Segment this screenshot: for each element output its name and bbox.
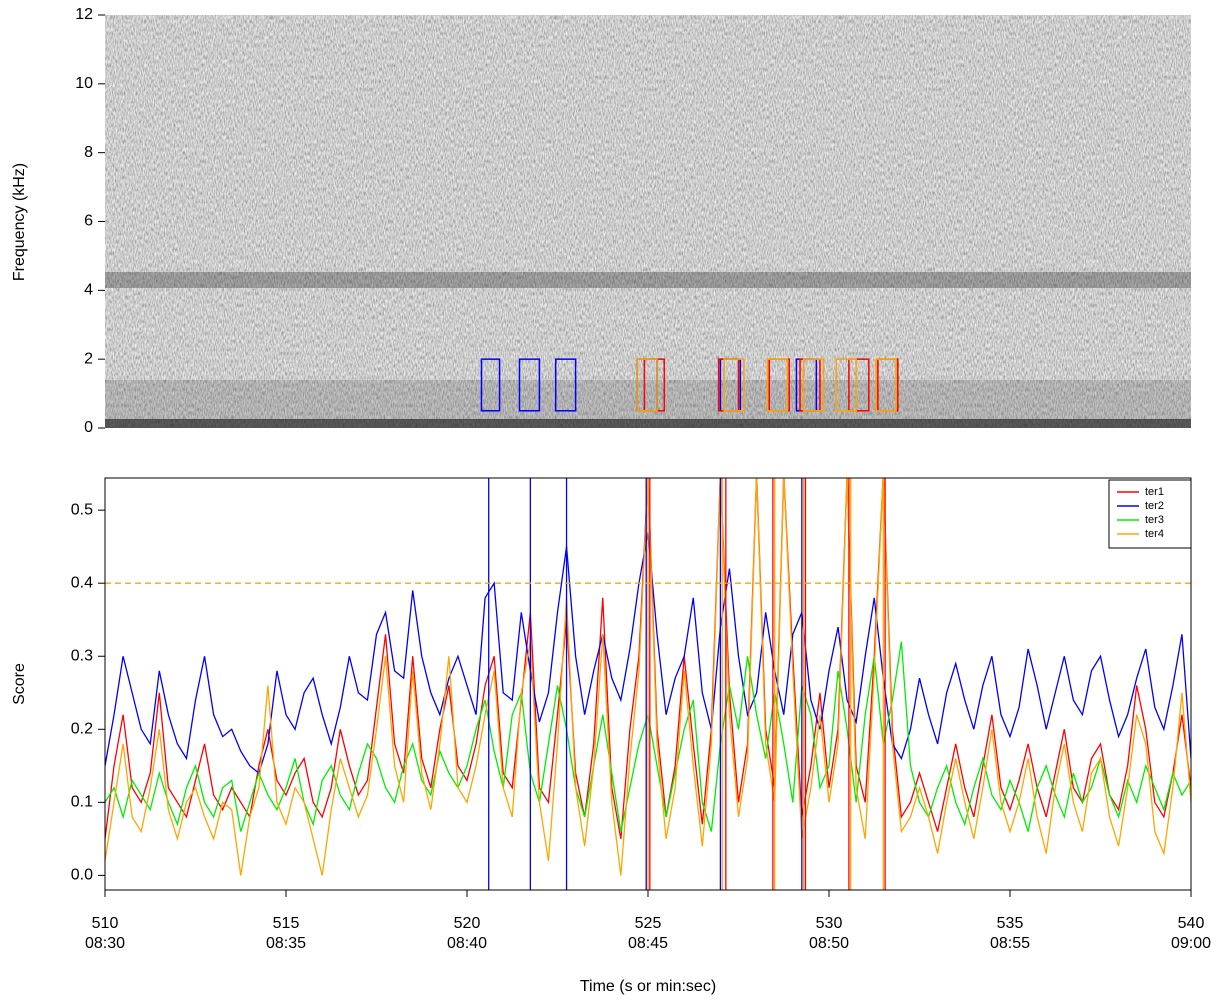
legend-label: ter1 <box>1145 486 1164 498</box>
boxes <box>480 358 899 412</box>
detection-box <box>766 358 789 412</box>
legend: ter1 ter2 ter3 ter4 <box>1108 479 1192 549</box>
x-tick-label: 530 <box>816 915 843 932</box>
detection-box <box>835 358 857 412</box>
y-tick-label: 0.0 <box>71 867 93 884</box>
detection-box <box>875 358 897 412</box>
y-tick-label: 12 <box>75 6 93 23</box>
x-tick-label: 515 <box>273 915 300 932</box>
detection-box <box>802 358 825 412</box>
legend-label: ter4 <box>1145 528 1164 540</box>
y-axis-label: Score <box>11 663 28 705</box>
legend-label: ter3 <box>1145 514 1164 526</box>
y-tick-label: 10 <box>75 75 93 92</box>
series-line <box>105 478 1191 839</box>
y-tick-label: 0.2 <box>71 721 93 738</box>
detection-box <box>554 358 577 412</box>
y-tick-label: 6 <box>84 213 93 230</box>
spectrogram-band <box>105 272 1191 288</box>
x-tick-label: 525 <box>635 915 662 932</box>
plot-area <box>105 478 1191 890</box>
spectrogram-band <box>105 419 1191 428</box>
x-tick-sublabel: 08:55 <box>990 935 1030 952</box>
x-tick-label: 535 <box>997 915 1024 932</box>
x-tick-label: 540 <box>1178 915 1205 932</box>
detection-box <box>518 358 541 412</box>
detection-box <box>848 358 870 412</box>
y-tick-label: 2 <box>84 350 93 367</box>
spectrogram-band <box>105 380 1191 420</box>
detection-box <box>636 358 658 412</box>
spectrogram-panel: Frequency (kHz) 0 2 4 6 8 10 12 <box>11 6 1191 436</box>
detection-box <box>723 358 745 412</box>
x-tick-sublabel: 08:45 <box>628 935 668 952</box>
score-panel: Score Time (s or min:sec) 0.0 0.1 0.2 0.3 0.… <box>11 477 1211 995</box>
x-tick-sublabel: 08:50 <box>809 935 849 952</box>
x-tick-label: 520 <box>454 915 481 932</box>
y-tick-label: 4 <box>84 282 93 299</box>
x-tick-sublabel: 09:00 <box>1171 935 1211 952</box>
y-tick-label: 0 <box>84 419 93 436</box>
y-tick-label: 8 <box>84 144 93 161</box>
legend-label: ter2 <box>1145 500 1164 512</box>
series-line <box>105 478 1191 876</box>
y-tick-label: 0.4 <box>71 574 93 591</box>
x-tick-label: 510 <box>92 915 119 932</box>
y-axis-label: Frequency (kHz) <box>11 163 28 281</box>
x-tick-sublabel: 08:40 <box>447 935 487 952</box>
y-tick-label: 0.5 <box>71 501 93 518</box>
y-tick-label: 0.1 <box>71 794 93 811</box>
x-axis-label: Time (s or min:sec) <box>580 978 716 995</box>
spectrogram-texture <box>105 15 1191 428</box>
y-tick-label: 0.3 <box>71 647 93 664</box>
detection-box <box>480 358 501 412</box>
x-tick-sublabel: 08:30 <box>85 935 125 952</box>
x-tick-sublabel: 08:35 <box>266 935 306 952</box>
